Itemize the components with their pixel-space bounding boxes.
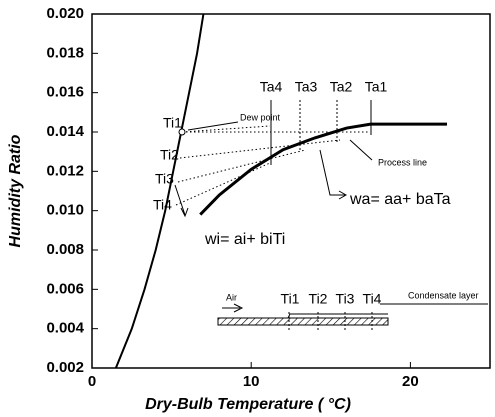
annotation: Air <box>226 292 237 302</box>
annotation: Ta4 <box>260 79 283 95</box>
y-tick-label: 0.014 <box>46 123 84 140</box>
y-tick-label: 0.002 <box>46 359 84 376</box>
annotation: Ti1 <box>281 291 300 307</box>
annotation: Ti3 <box>336 291 355 307</box>
annotation: Ti2 <box>309 291 328 307</box>
dew-point-marker <box>178 128 186 136</box>
x-tick-label: 10 <box>243 373 260 390</box>
guide-line <box>175 162 271 206</box>
y-tick-label: 0.008 <box>46 241 84 258</box>
arrow <box>187 121 239 131</box>
annotation: Process line <box>378 157 427 167</box>
guide-line <box>177 149 306 183</box>
channel-wall <box>217 317 389 326</box>
y-tick-label: 0.010 <box>46 202 84 219</box>
series-line <box>114 13 205 369</box>
guide-line <box>179 139 341 159</box>
series-line <box>199 122 448 216</box>
arrow <box>319 149 348 200</box>
y-tick-label: 0.004 <box>46 320 84 337</box>
annotation: Ta2 <box>330 79 353 95</box>
plot-frame <box>91 13 491 369</box>
y-tick-label: 0.020 <box>46 5 84 22</box>
annotation: wi= ai+ biTi <box>204 231 285 248</box>
inset-schematic <box>217 303 488 326</box>
annotation: Dew point <box>240 112 281 122</box>
x-tick-label: 20 <box>402 373 419 390</box>
annotation: Ti3 <box>155 171 174 187</box>
x-axis-title: Dry-Bulb Temperature ( °C) <box>145 396 351 413</box>
annotation: Ta1 <box>365 79 388 95</box>
annotation: Ti1 <box>163 115 182 131</box>
x-tick-label: 0 <box>88 373 96 390</box>
annotation: Ta3 <box>295 79 318 95</box>
y-tick-label: 0.012 <box>46 162 84 179</box>
y-tick-label: 0.018 <box>46 44 84 61</box>
condensate-layer <box>218 313 388 319</box>
annotation: wa= aa+ baTa <box>349 191 451 208</box>
y-tick-label: 0.006 <box>46 280 84 297</box>
arrow <box>174 184 189 218</box>
y-axis-title: Humidity Ratio <box>7 134 24 247</box>
y-tick-label: 0.016 <box>46 84 84 101</box>
annotation: Ti2 <box>160 147 179 163</box>
annotation: Condensate layer <box>408 290 479 300</box>
annotation: Ti4 <box>153 197 172 213</box>
annotation: Ti4 <box>363 291 382 307</box>
air-arrow <box>222 303 244 313</box>
guide-line <box>181 125 271 133</box>
arrow <box>349 139 373 161</box>
